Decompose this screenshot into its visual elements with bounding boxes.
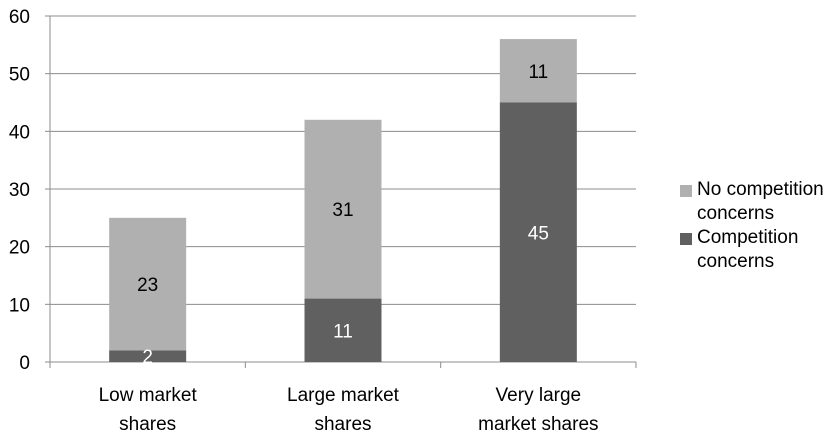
- legend-swatch-no-competition-concerns: [680, 185, 692, 197]
- legend: No competition concerns Competition conc…: [680, 178, 830, 274]
- tick-labels: 0 10 20 30 40 50 60 Low market shares Large marke…: [9, 7, 599, 435]
- legend-item-no-competition-concerns: No competition concerns: [680, 178, 830, 226]
- bar-segment-no-competition-concerns: [109, 217, 187, 351]
- bar-segment-competition-concerns: [499, 102, 577, 362]
- data-label: 23: [137, 275, 158, 296]
- y-tick-label: 20: [9, 238, 30, 259]
- y-tick-label: 40: [9, 122, 30, 143]
- bar-segment-competition-concerns: [304, 298, 382, 362]
- x-category-label: Very large market shares: [478, 385, 598, 435]
- legend-label: No competition concerns: [697, 179, 824, 224]
- legend-label: Competition concerns: [697, 227, 799, 272]
- bars: [109, 39, 577, 362]
- data-label: 11: [528, 62, 548, 83]
- y-tick-label: 10: [9, 295, 30, 316]
- data-label: 45: [528, 223, 549, 244]
- bar-segment-no-competition-concerns: [304, 119, 382, 299]
- data-label: 2: [142, 347, 153, 368]
- y-tick-label: 0: [19, 353, 30, 374]
- x-category-label: Large market shares: [287, 385, 400, 435]
- y-tick-label: 60: [9, 7, 30, 28]
- x-category-label: Low market shares: [99, 385, 198, 435]
- data-labels: 2 23 11 31 45 11: [137, 62, 549, 368]
- bar-segment-competition-concerns: [109, 350, 187, 362]
- legend-swatch-competition-concerns: [680, 233, 692, 245]
- data-label: 31: [332, 200, 353, 221]
- y-tick-label: 30: [9, 180, 30, 201]
- bar-segment-no-competition-concerns: [499, 39, 577, 103]
- data-label: 11: [333, 321, 353, 342]
- y-tick-label: 50: [9, 65, 30, 86]
- legend-item-competition-concerns: Competition concerns: [680, 226, 830, 274]
